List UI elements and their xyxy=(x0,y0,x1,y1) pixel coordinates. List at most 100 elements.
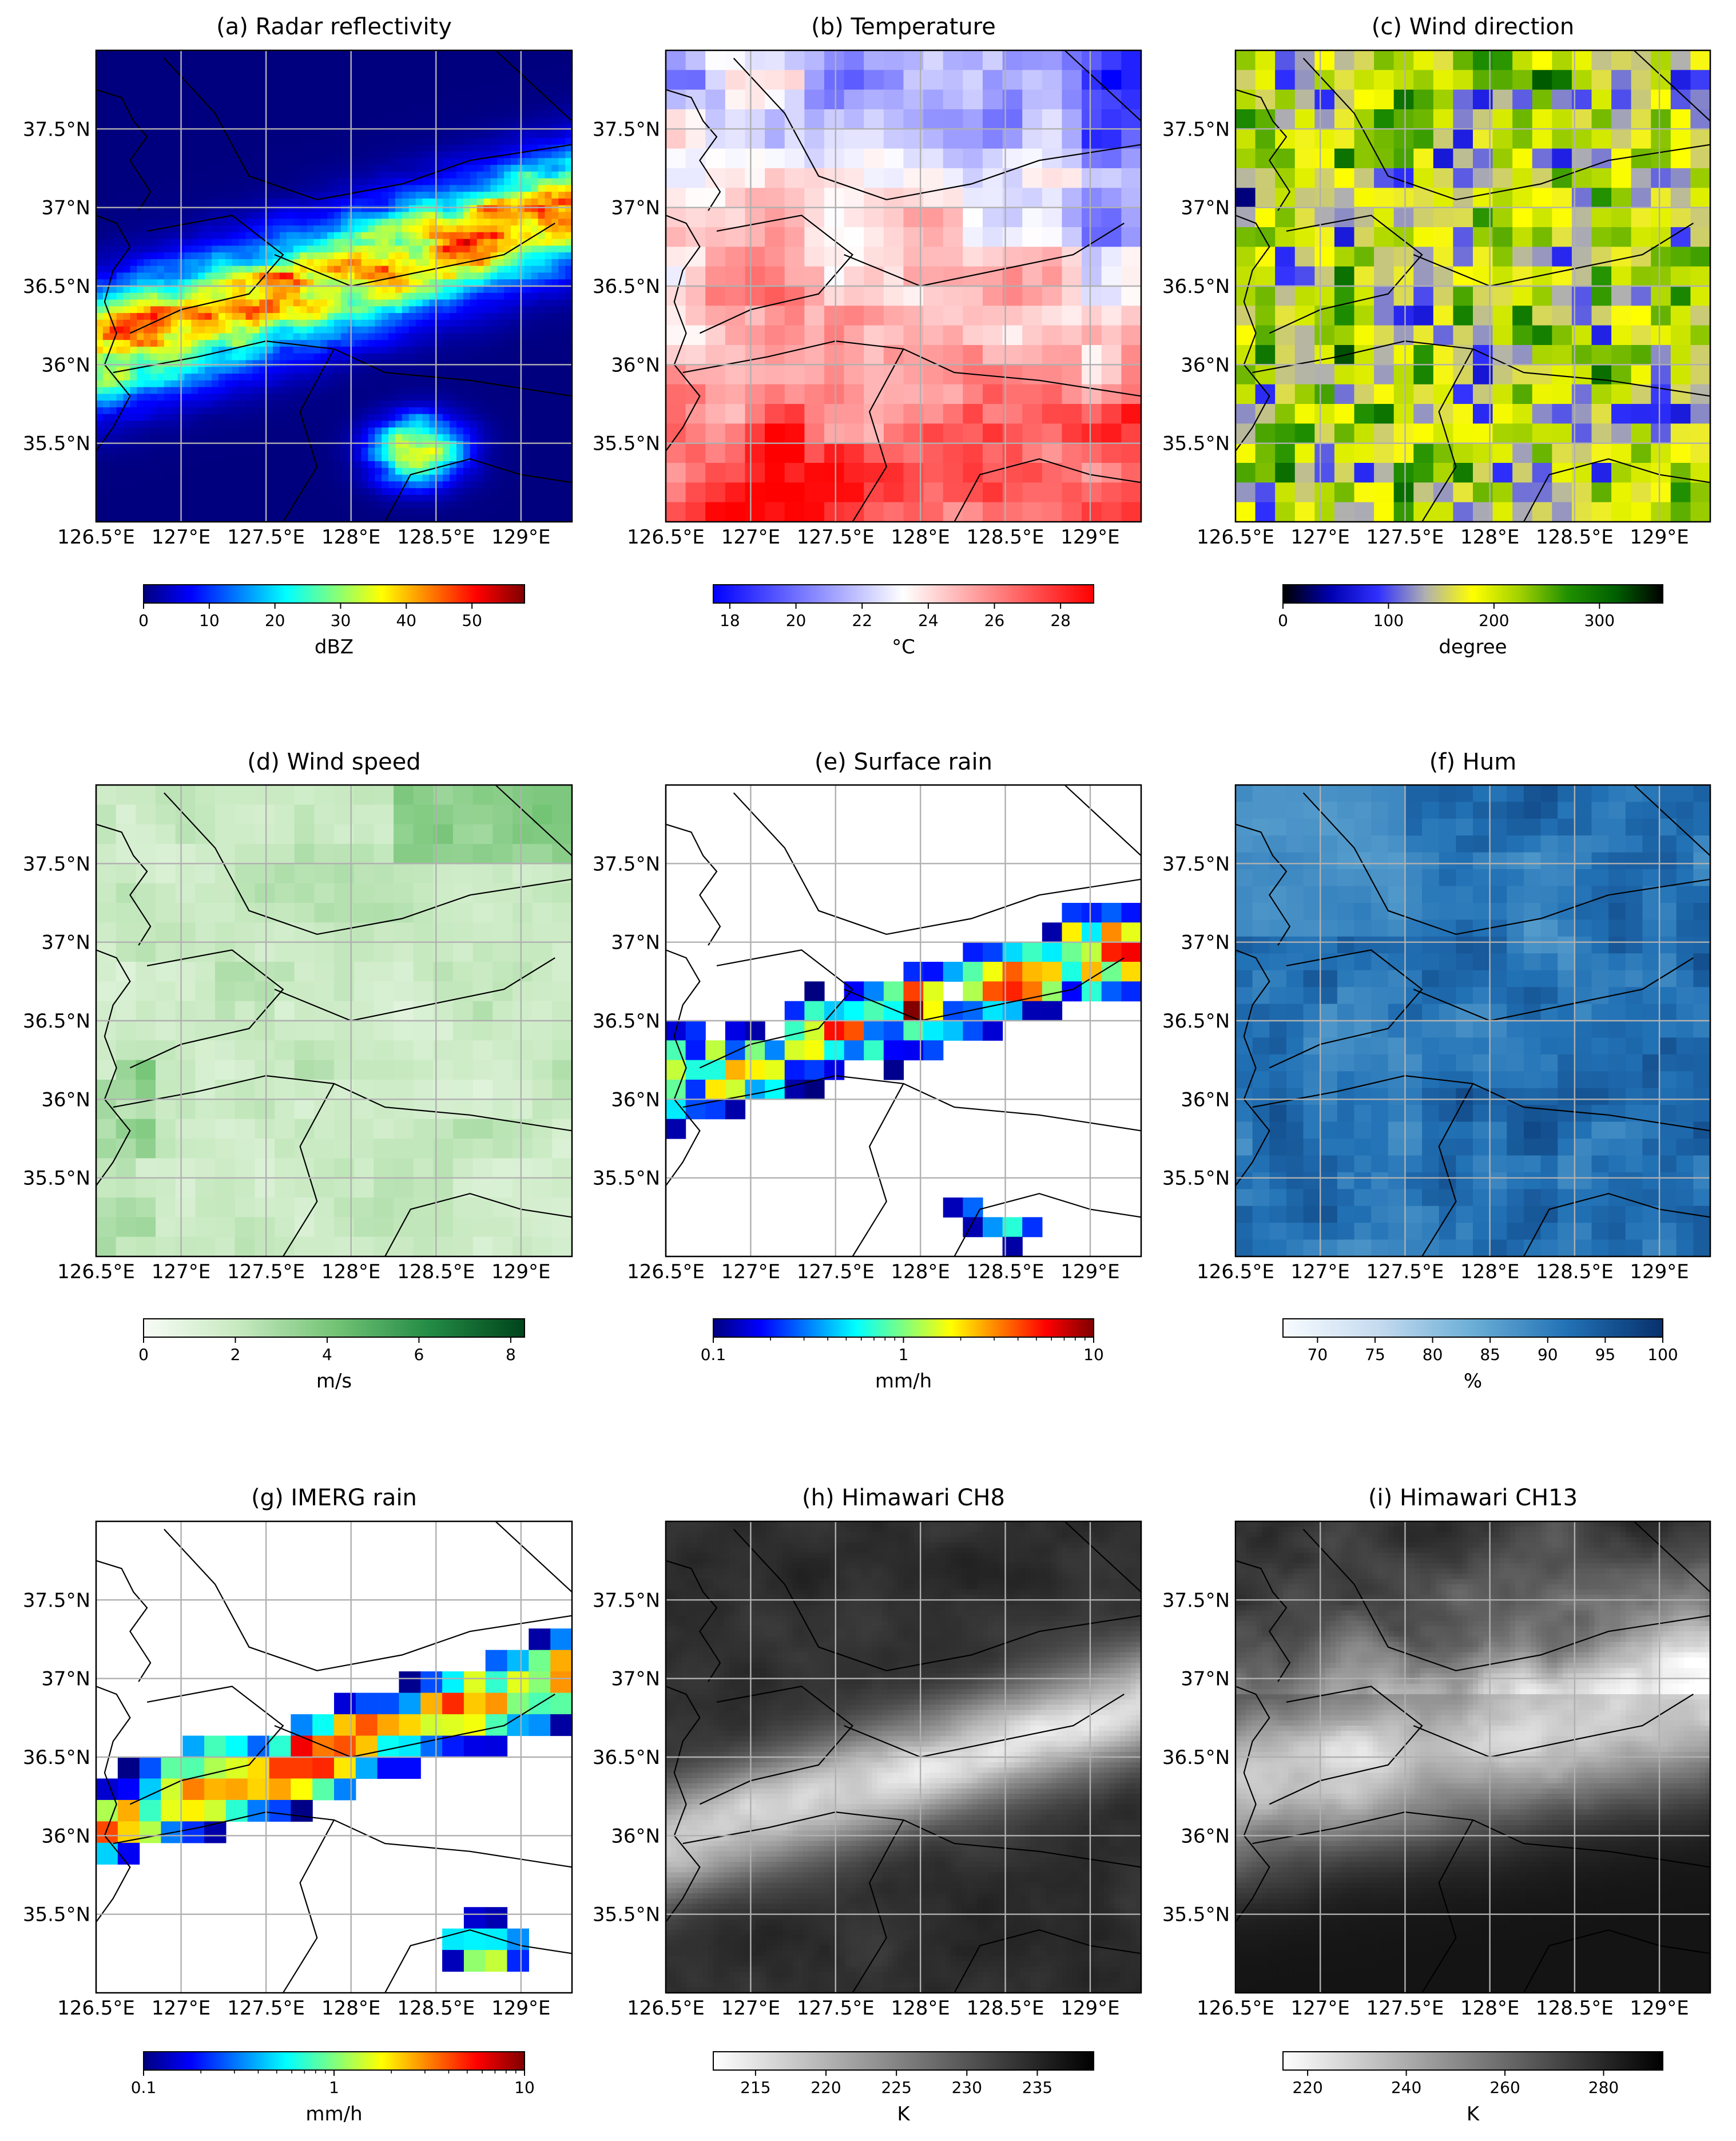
heatmap-cell xyxy=(490,97,497,104)
heatmap-cell xyxy=(545,111,551,118)
heatmap-cell xyxy=(150,84,157,91)
heatmap-cell xyxy=(368,50,375,57)
heatmap-cell xyxy=(375,111,382,118)
heatmap-cell xyxy=(259,97,266,104)
heatmap-cell xyxy=(130,97,137,104)
heatmap-cell xyxy=(456,104,463,111)
heatmap-cell xyxy=(490,77,497,84)
heatmap-cell xyxy=(293,118,300,125)
heatmap-cell xyxy=(456,77,463,84)
heatmap-cell xyxy=(150,97,157,104)
heatmap-cell xyxy=(245,77,252,84)
heatmap-cell xyxy=(463,57,470,64)
heatmap-cell xyxy=(225,145,232,152)
heatmap-cell xyxy=(558,50,565,57)
heatmap-cell xyxy=(355,77,361,84)
heatmap-cell xyxy=(219,70,225,77)
heatmap-cell xyxy=(511,118,518,125)
heatmap-cell xyxy=(450,138,456,145)
heatmap-cell xyxy=(273,152,280,158)
heatmap-cell xyxy=(185,124,192,131)
heatmap-cell xyxy=(423,152,430,158)
heatmap-cell xyxy=(511,138,518,145)
heatmap-cell xyxy=(273,64,280,71)
heatmap-cell xyxy=(382,158,388,165)
heatmap-cell xyxy=(185,152,192,158)
heatmap-cell xyxy=(239,152,246,158)
heatmap-cell xyxy=(463,152,470,158)
heatmap-cell xyxy=(232,64,239,71)
heatmap-cell xyxy=(164,77,171,84)
heatmap-cell xyxy=(368,64,375,71)
heatmap-cell xyxy=(232,104,239,111)
heatmap-cell xyxy=(423,131,430,138)
heatmap-cell xyxy=(191,77,198,84)
heatmap-cell xyxy=(185,57,192,64)
heatmap-cell xyxy=(334,138,341,145)
heatmap-cell xyxy=(259,152,266,158)
heatmap-cell xyxy=(450,152,456,158)
heatmap-cell xyxy=(232,158,239,165)
heatmap-cell xyxy=(117,124,124,131)
heatmap-cell xyxy=(409,97,416,104)
heatmap-cell xyxy=(504,111,511,118)
heatmap-cell xyxy=(545,118,551,125)
heatmap-cell xyxy=(239,111,246,118)
heatmap-cell xyxy=(558,138,565,145)
heatmap-cell xyxy=(313,64,320,71)
heatmap-cell xyxy=(96,70,103,77)
heatmap-cell xyxy=(225,97,232,104)
heatmap-cell xyxy=(130,104,137,111)
heatmap-cell xyxy=(551,77,558,84)
heatmap-cell xyxy=(205,50,212,57)
heatmap-cell xyxy=(423,138,430,145)
heatmap-cell xyxy=(416,64,423,71)
heatmap-cell xyxy=(205,138,212,145)
heatmap-cell xyxy=(490,64,497,71)
heatmap-cell xyxy=(334,145,341,152)
heatmap-cell xyxy=(320,111,327,118)
heatmap-cell xyxy=(205,70,212,77)
heatmap-cell xyxy=(490,70,497,77)
heatmap-cell xyxy=(375,145,382,152)
heatmap-cell xyxy=(164,158,171,165)
heatmap-cell xyxy=(477,124,484,131)
heatmap-cell xyxy=(307,158,313,165)
heatmap-cell xyxy=(361,138,368,145)
heatmap-cell xyxy=(300,64,307,71)
heatmap-cell xyxy=(497,131,504,138)
heatmap-cell xyxy=(456,131,463,138)
heatmap-cell xyxy=(551,118,558,125)
heatmap-cell xyxy=(327,50,334,57)
heatmap-cell xyxy=(402,64,409,71)
heatmap-cell xyxy=(293,84,300,91)
heatmap-cell xyxy=(103,138,110,145)
heatmap-cell xyxy=(150,104,157,111)
heatmap-cell xyxy=(456,124,463,131)
heatmap-cell xyxy=(327,91,334,98)
heatmap-cell xyxy=(341,57,348,64)
heatmap-cell xyxy=(456,50,463,57)
heatmap-cell xyxy=(327,131,334,138)
heatmap-cell xyxy=(355,84,361,91)
heatmap-cell xyxy=(531,118,538,125)
heatmap-cell xyxy=(477,84,484,91)
heatmap-cell xyxy=(395,145,402,152)
heatmap-cell xyxy=(252,97,259,104)
heatmap-cell xyxy=(252,138,259,145)
heatmap-cell xyxy=(287,84,293,91)
heatmap-cell xyxy=(395,84,402,91)
heatmap-cell xyxy=(164,111,171,118)
heatmap-cell xyxy=(456,152,463,158)
heatmap-cell xyxy=(477,111,484,118)
heatmap-cell xyxy=(320,97,327,104)
heatmap-cell xyxy=(368,118,375,125)
heatmap-cell xyxy=(293,131,300,138)
heatmap-cell xyxy=(266,77,273,84)
heatmap-cell xyxy=(497,84,504,91)
heatmap-cell xyxy=(382,124,388,131)
heatmap-cell xyxy=(545,138,551,145)
heatmap-cell xyxy=(287,70,293,77)
heatmap-cell xyxy=(436,152,443,158)
heatmap-cell xyxy=(245,118,252,125)
